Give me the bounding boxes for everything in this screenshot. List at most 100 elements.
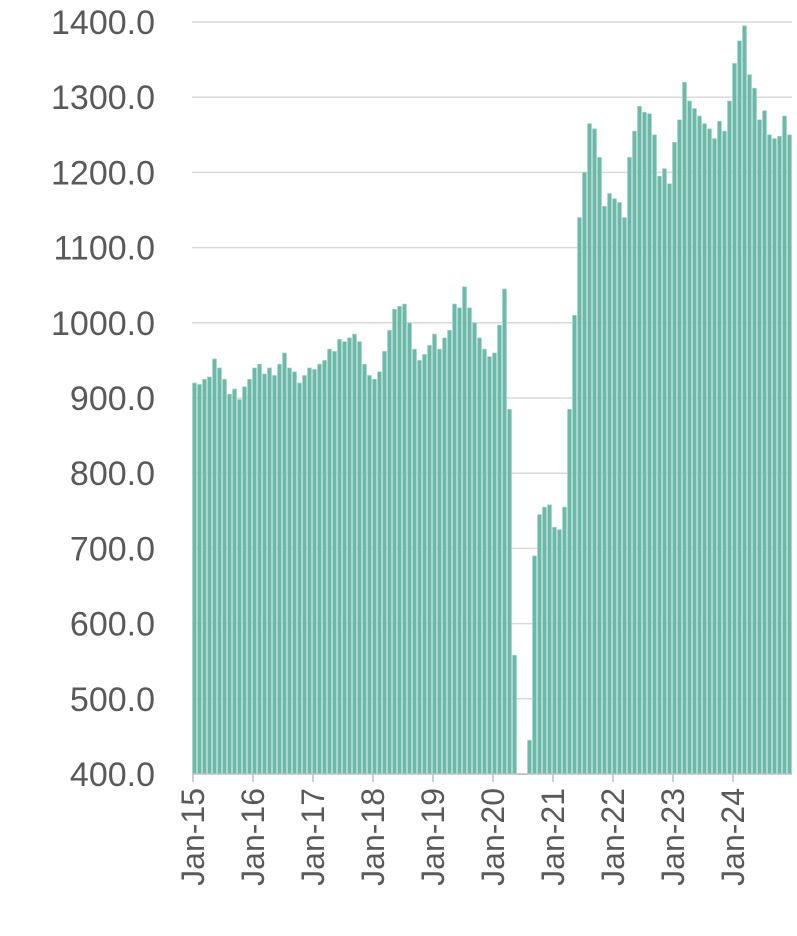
bars: [192, 25, 792, 775]
bar: [552, 527, 557, 775]
bar: [457, 307, 462, 775]
bar: [452, 303, 457, 775]
bar: [397, 305, 402, 775]
x-tick-label: Jan-17: [295, 788, 331, 886]
bar: [252, 367, 257, 775]
x-tick-label: Jan-23: [655, 788, 691, 886]
bar: [722, 130, 727, 775]
bar: [727, 100, 732, 775]
bar: [712, 138, 717, 775]
bar: [407, 322, 412, 775]
bar: [272, 375, 277, 775]
bar: [197, 384, 202, 775]
bar: [652, 134, 657, 775]
bar: [337, 339, 342, 775]
bar: [767, 134, 772, 775]
bar: [787, 134, 792, 775]
bar: [412, 348, 417, 775]
bar: [322, 360, 327, 775]
bar: [622, 217, 627, 775]
bar: [327, 348, 332, 775]
bar: [242, 386, 247, 775]
x-tick-label: Jan-15: [175, 788, 211, 886]
grid: [192, 21, 792, 700]
bar: [657, 175, 662, 775]
bar: [717, 120, 722, 775]
bar: [392, 308, 397, 775]
bar: [352, 333, 357, 775]
bar: [682, 81, 687, 775]
bar: [707, 128, 712, 775]
bar: [467, 307, 472, 775]
bar: [732, 63, 737, 775]
bar: [692, 108, 697, 775]
bar: [482, 348, 487, 775]
bar: [332, 351, 337, 775]
x-tick-label: Jan-18: [355, 788, 391, 886]
bar: [297, 382, 302, 775]
y-tick-label: 400.0: [70, 756, 155, 794]
bar: [417, 360, 422, 775]
bar: [367, 375, 372, 775]
x-tick-label: Jan-19: [415, 788, 451, 886]
bar: [442, 337, 447, 775]
x-tick-label: Jan-24: [715, 788, 751, 886]
y-tick-label: 1000.0: [51, 305, 155, 343]
bar: [587, 123, 592, 775]
bar: [607, 193, 612, 775]
y-tick-label: 1100.0: [54, 230, 155, 268]
bar: [207, 376, 212, 775]
bar: [357, 341, 362, 775]
bar: [227, 393, 232, 775]
bar: [532, 555, 537, 775]
bar: [632, 130, 637, 775]
bar: [342, 341, 347, 775]
bar: [377, 371, 382, 775]
bar: [287, 367, 292, 775]
bar: [212, 358, 217, 775]
bar: [522, 773, 527, 775]
bar: [537, 514, 542, 775]
bar: [777, 136, 782, 775]
bar: [627, 157, 632, 775]
bar: [267, 367, 272, 775]
bar: [527, 739, 532, 775]
x-tick-label: Jan-21: [535, 788, 571, 886]
bar: [697, 115, 702, 775]
bar: [347, 337, 352, 775]
bar: [507, 408, 512, 775]
bar: [462, 286, 467, 775]
x-tick-label: Jan-22: [595, 788, 631, 886]
bar: [432, 333, 437, 775]
y-tick-label: 1200.0: [51, 154, 155, 192]
bar: [687, 100, 692, 775]
bar: [702, 123, 707, 775]
bar: [572, 314, 577, 775]
bar: [752, 87, 757, 775]
bar: [487, 356, 492, 775]
bar: [662, 168, 667, 775]
bar: [782, 115, 787, 775]
bar: [262, 373, 267, 775]
bar: [642, 111, 647, 775]
bar: [232, 388, 237, 775]
bar: [447, 330, 452, 775]
y-tick-label: 500.0: [70, 681, 155, 719]
y-tick-label: 700.0: [70, 530, 155, 568]
x-tick-label: Jan-20: [475, 788, 511, 886]
y-tick-label: 900.0: [70, 380, 155, 418]
bar: [762, 110, 767, 775]
y-tick-label: 800.0: [70, 455, 155, 493]
bar: [427, 345, 432, 775]
bar: [602, 205, 607, 775]
bar: [592, 128, 597, 775]
bar: [647, 113, 652, 775]
bar: [557, 529, 562, 775]
bar: [617, 202, 622, 775]
bar: [192, 382, 197, 775]
bar: [257, 363, 262, 775]
bar: [387, 330, 392, 775]
bar: [402, 303, 407, 775]
bar: [667, 183, 672, 775]
bar: [307, 367, 312, 775]
